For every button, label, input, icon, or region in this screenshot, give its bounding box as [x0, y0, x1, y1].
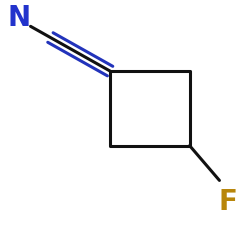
- Text: N: N: [8, 4, 31, 32]
- Text: F: F: [219, 188, 238, 216]
